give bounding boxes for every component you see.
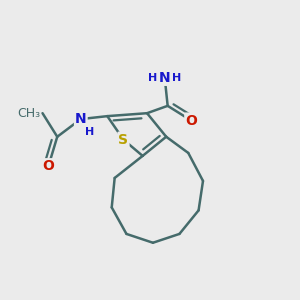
Text: O: O <box>43 159 54 173</box>
Text: S: S <box>118 133 128 147</box>
Text: O: O <box>185 114 197 128</box>
Text: H: H <box>85 127 94 137</box>
Text: CH₃: CH₃ <box>17 107 40 120</box>
Text: N: N <box>159 71 170 85</box>
Text: H: H <box>172 74 181 83</box>
Text: H: H <box>148 74 158 83</box>
Text: N: N <box>75 112 87 126</box>
